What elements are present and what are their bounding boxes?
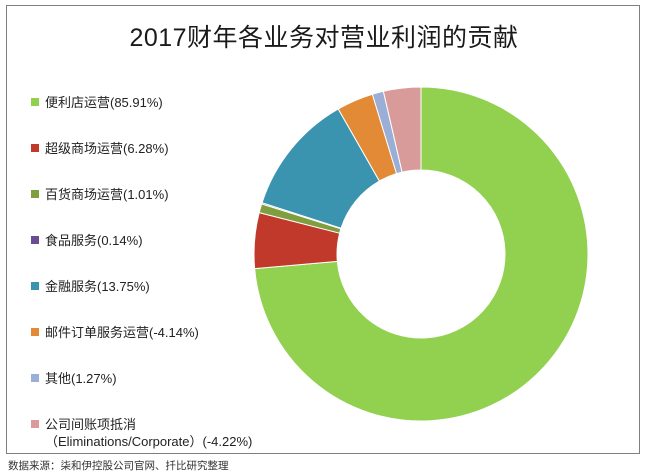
legend-label: 金融服务(13.75%): [45, 279, 150, 294]
legend-item: 便利店运营(85.91%): [31, 94, 163, 111]
legend-label: 公司间账项抵消 （Eliminations/Corporate）(-4.22%): [45, 417, 253, 449]
donut-slice: [254, 86, 589, 422]
legend-label: 便利店运营(85.91%): [45, 95, 163, 110]
donut-chart: [253, 86, 589, 422]
legend-label: 食品服务(0.14%): [45, 233, 143, 248]
legend-swatch: [31, 328, 39, 336]
legend-swatch: [31, 236, 39, 244]
legend-item: 邮件订单服务运营(-4.14%): [31, 324, 199, 341]
legend-label: 百货商场运营(1.01%): [45, 187, 169, 202]
legend-item: 百货商场运营(1.01%): [31, 186, 169, 203]
legend-swatch: [31, 420, 39, 428]
legend-swatch: [31, 98, 39, 106]
legend-item: 食品服务(0.14%): [31, 232, 143, 249]
legend-swatch: [31, 144, 39, 152]
chart-title: 2017财年各业务对营业利润的贡献: [129, 24, 519, 52]
donut-slice: [382, 86, 422, 173]
legend-label: 邮件订单服务运营(-4.14%): [45, 325, 199, 340]
legend-item: 公司间账项抵消 （Eliminations/Corporate）(-4.22%): [31, 416, 252, 450]
legend-item: 超级商场运营(6.28%): [31, 140, 169, 157]
chart-frame: 2017财年各业务对营业利润的贡献 便利店运营(85.91%) 超级商场运营(6.…: [6, 5, 640, 454]
legend-item: 其他(1.27%): [31, 370, 117, 387]
data-source-note: 数据来源：柒和伊控股公司官网、扦比研究整理: [8, 460, 229, 472]
legend-swatch: [31, 374, 39, 382]
legend-swatch: [31, 190, 39, 198]
legend-swatch: [31, 282, 39, 290]
legend-label: 超级商场运营(6.28%): [45, 141, 169, 156]
legend-item: 金融服务(13.75%): [31, 278, 150, 295]
legend-label: 其他(1.27%): [45, 371, 117, 386]
